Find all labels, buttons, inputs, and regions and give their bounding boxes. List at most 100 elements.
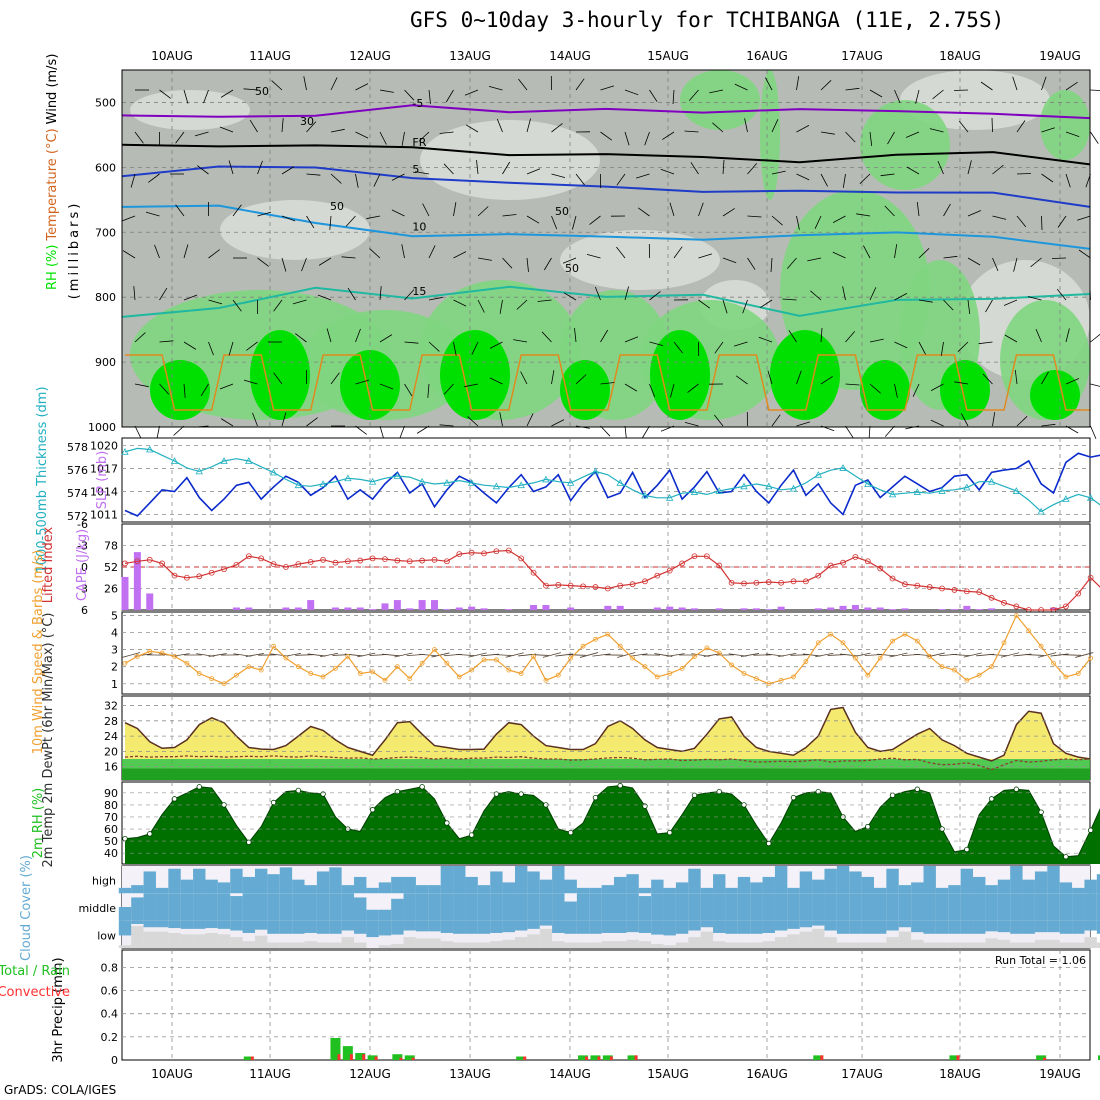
cape-bar <box>455 607 463 610</box>
precip-convective-bar <box>1043 1057 1047 1060</box>
wind-barb <box>526 257 529 272</box>
cloud-bar <box>205 920 218 929</box>
li-point <box>765 579 772 585</box>
wind-barb <box>194 131 209 137</box>
cloud-bar <box>428 938 441 948</box>
wind-speed-point <box>803 659 809 664</box>
precip-convective-bar <box>585 1056 589 1060</box>
wind-barb <box>641 425 650 439</box>
wind-barb <box>698 253 713 259</box>
wind-barb <box>832 251 846 259</box>
cloud-bar <box>787 887 800 894</box>
temp-tick-label: 20 <box>104 745 118 758</box>
wind-speed-point <box>506 667 512 673</box>
cloud-bar <box>539 893 553 921</box>
rh-saturated-area <box>770 330 840 420</box>
rh-point <box>246 839 252 845</box>
cloud-level-label: high <box>92 875 116 888</box>
cape-bar <box>901 608 909 610</box>
wind-barb <box>1016 416 1028 427</box>
cape-bar <box>839 605 847 610</box>
wind-barb <box>807 257 822 262</box>
li-point <box>703 553 710 560</box>
wind-barb <box>649 89 658 102</box>
wind-barb <box>894 383 898 398</box>
temp-tick-label: 16 <box>104 761 118 774</box>
cloud-bar <box>812 928 825 948</box>
cloud-bar <box>1034 939 1048 948</box>
cloud-bar <box>948 885 961 894</box>
wind-barb <box>502 161 511 175</box>
cloud-bar <box>651 879 664 894</box>
cloud-bar <box>1010 893 1023 921</box>
precip-total-bar <box>602 1055 613 1060</box>
cloud-bar <box>849 893 862 921</box>
wind-barb <box>121 215 136 222</box>
wind-barb <box>1041 76 1047 91</box>
cape-tick-label: 78 <box>104 540 118 553</box>
rh-tick-label: 80 <box>104 799 118 812</box>
cloud-bar <box>490 893 503 921</box>
slp-thickness-panel: 1011 1014 1017 1020 572 574 576 578 <box>67 437 1100 523</box>
cape-bar <box>963 605 971 610</box>
wind-barb <box>673 341 683 354</box>
cloud-bar <box>725 942 738 948</box>
wind-barb <box>415 171 430 175</box>
thickness-point <box>443 479 451 486</box>
wind-barb <box>1041 127 1055 133</box>
wind-barb <box>575 173 585 186</box>
wind-barb <box>183 383 186 398</box>
cloud-bar <box>118 920 132 936</box>
cape-bar <box>678 607 686 610</box>
wind-barb <box>760 299 773 308</box>
wind-barb <box>954 381 969 385</box>
precip-convective-bar <box>956 1055 960 1060</box>
wind-speed-point <box>345 654 351 659</box>
thickness-line <box>124 447 1100 513</box>
cloud-bar <box>935 887 949 894</box>
wind-barb <box>961 413 969 427</box>
wind-barb <box>159 340 174 343</box>
wind-barb-10m <box>121 652 141 658</box>
thickness-point <box>517 481 525 489</box>
wind-speed-point <box>1088 655 1094 661</box>
wind-barb <box>735 375 748 385</box>
cloud-bar <box>552 941 565 948</box>
li-point <box>295 561 302 568</box>
wind-barb <box>894 89 901 104</box>
cloud-bar <box>205 932 218 948</box>
bottom-date-label: 12AUG <box>349 1067 391 1081</box>
wind-barb <box>134 332 146 343</box>
li-point <box>889 575 896 582</box>
wind-barb <box>145 211 160 217</box>
cloud-bar <box>898 893 912 921</box>
cloud-bar <box>886 868 899 894</box>
wind-barb-10m <box>1025 654 1044 656</box>
rh-point <box>642 803 648 809</box>
precip-total-bar <box>243 1056 254 1060</box>
upper-air-panel: 500 600 700 800 900 1000 -5 FR 5 10 15 50 30 50 50 50 <box>88 69 1100 441</box>
thickness-point <box>591 467 600 475</box>
wind-barb <box>306 215 315 229</box>
cloud-bar <box>700 920 714 928</box>
wind-barb <box>499 299 503 314</box>
thickness-point <box>492 482 501 490</box>
cloud-bar <box>131 885 144 894</box>
wind-barb-10m <box>320 652 339 658</box>
cloud-bar <box>886 893 899 921</box>
wind-barb <box>915 89 920 104</box>
cloud-bar <box>279 920 293 934</box>
wind-barb <box>428 341 440 352</box>
cloud-bar <box>267 874 280 894</box>
wind-speed-point <box>147 648 153 654</box>
cloud-level-label: middle <box>78 902 116 915</box>
rh-dry-area <box>420 120 600 200</box>
wind-speed-point <box>1001 640 1007 646</box>
cloud-bar <box>304 893 317 921</box>
li-point <box>963 588 970 595</box>
wind-barb <box>967 210 982 217</box>
wind-barb <box>1041 173 1054 183</box>
cloud-bar <box>564 901 577 921</box>
wind-barb-10m <box>1000 652 1020 658</box>
precip-total-bar <box>578 1055 589 1060</box>
